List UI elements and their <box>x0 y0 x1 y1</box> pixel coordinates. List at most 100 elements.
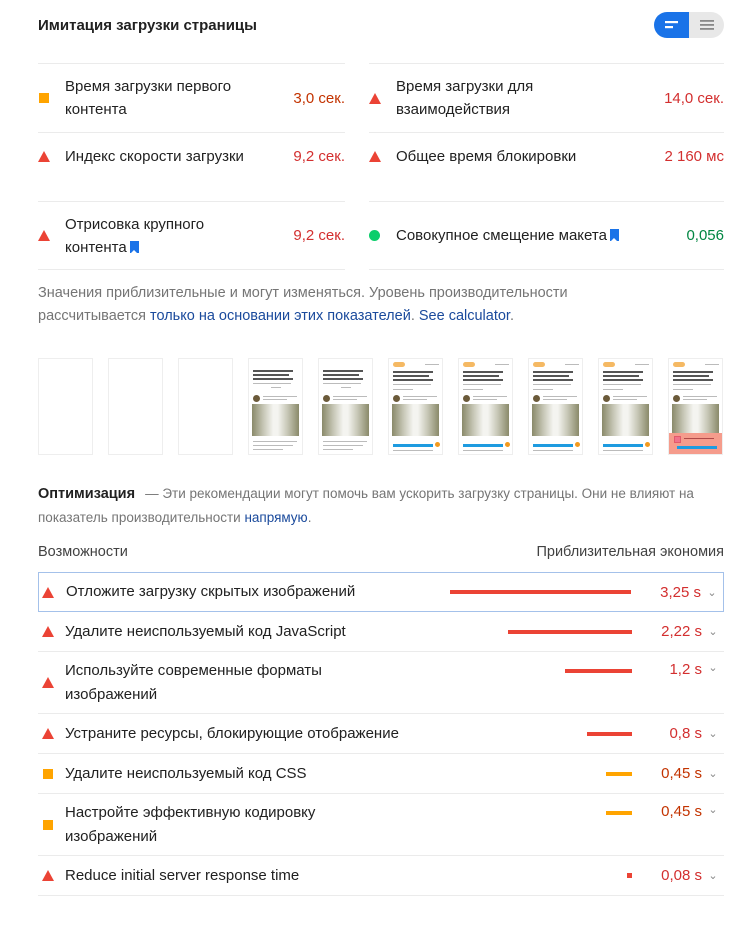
metric-value: 9,2 сек. <box>293 148 345 165</box>
curtain-image <box>602 404 649 436</box>
audit-render-blocking[interactable]: Устраните ресурсы, блокирующие отображен… <box>38 714 724 754</box>
filmstrip-frame <box>668 358 723 455</box>
metric-label: Индекс скорости загрузки <box>65 148 244 165</box>
savings-column-label: Приблизительная экономия <box>536 544 724 560</box>
audit-server-response-time[interactable]: Reduce initial server response time 0,08… <box>38 856 724 896</box>
metric-tbt: Общее время блокировки 2 160 мс <box>369 132 724 201</box>
fail-triangle-icon <box>42 626 54 637</box>
audit-label: Удалите неиспользуемый код CSS <box>65 764 307 782</box>
filmstrip-frame <box>388 358 443 455</box>
savings-bar <box>606 771 632 776</box>
opportunities-column-label: Возможности <box>38 544 128 560</box>
audit-label: Reduce initial server response time <box>65 866 300 884</box>
metric-speed-index: Индекс скорости загрузки 9,2 сек. <box>38 132 345 201</box>
audit-efficient-image-encoding[interactable]: Настройте эффективную кодировку изображе… <box>38 794 724 856</box>
metric-label: Совокупное смещение макета <box>396 227 607 244</box>
fail-triangle-icon <box>369 92 381 104</box>
chevron-down-icon[interactable]: ⌄ <box>708 626 718 638</box>
chevron-down-icon[interactable]: ⌄ <box>708 768 718 780</box>
audit-label: Используйте современные форматы изображе… <box>65 661 322 703</box>
savings-bar <box>587 731 632 736</box>
filmstrip <box>38 358 724 456</box>
chevron-down-icon[interactable]: ⌄ <box>708 728 718 740</box>
audit-savings: 1,2 s <box>669 661 702 678</box>
optimization-intro: Оптимизация — Эти рекомендации могут помо… <box>38 486 694 525</box>
audit-label: Настройте эффективную кодировку изображе… <box>65 803 316 845</box>
audit-unused-css[interactable]: Удалите неиспользуемый код CSS 0,45 s ⌄ <box>38 754 724 794</box>
bookmark-icon <box>609 229 619 242</box>
metric-value: 14,0 сек. <box>664 89 724 107</box>
directly-link[interactable]: напрямую <box>244 510 308 525</box>
metric-value: 2 160 мс <box>664 148 724 165</box>
metrics-grid: Время загрузки первого контента 3,0 сек.… <box>38 63 724 270</box>
fail-triangle-icon <box>369 151 381 162</box>
curtain-image <box>322 404 369 436</box>
optimization-title: Оптимизация <box>38 486 136 502</box>
metric-value: 9,2 сек. <box>293 227 345 244</box>
pass-circle-icon <box>369 230 380 241</box>
compact-view-icon <box>664 21 678 29</box>
audit-label: Устраните ресурсы, блокирующие отображен… <box>65 724 399 742</box>
audit-label: Удалите неиспользуемый код JavaScript <box>65 622 346 640</box>
opportunities-list: Отложите загрузку скрытых изображений 3,… <box>38 572 724 896</box>
metric-label: Отрисовка крупного контента <box>65 215 205 256</box>
average-square-icon <box>43 819 53 830</box>
average-square-icon <box>43 768 53 779</box>
filmstrip-frame <box>598 358 653 455</box>
curtain-image <box>462 404 509 436</box>
audit-savings: 2,22 s <box>661 623 702 640</box>
filmstrip-frame <box>38 358 93 455</box>
metric-cls: Совокупное смещение макета 0,056 <box>369 201 724 270</box>
metric-value: 0,056 <box>686 227 724 244</box>
metrics-note: Значения приблизительные и могут изменят… <box>38 285 568 324</box>
fail-triangle-icon <box>42 677 54 688</box>
audit-savings: 0,45 s <box>661 765 702 782</box>
filmstrip-frame <box>458 358 513 455</box>
fail-triangle-icon <box>38 230 50 241</box>
audit-offscreen-images[interactable]: Отложите загрузку скрытых изображений 3,… <box>38 572 724 612</box>
savings-bar <box>565 669 632 673</box>
audit-savings: 0,8 s <box>669 725 702 742</box>
view-toggle[interactable] <box>654 12 724 38</box>
metric-label: Общее время блокировки <box>396 148 577 165</box>
see-calculator-link[interactable]: See calculator <box>418 308 510 324</box>
metric-fcp: Время загрузки первого контента 3,0 сек. <box>38 63 345 132</box>
savings-bar <box>508 629 632 634</box>
chevron-down-icon[interactable]: ⌄ <box>708 662 718 674</box>
metric-tti: Время загрузки для взаимодействия 14,0 с… <box>369 63 724 132</box>
savings-bar <box>627 872 632 878</box>
audit-savings: 0,08 s <box>661 867 702 884</box>
filmstrip-frame <box>318 358 373 455</box>
filmstrip-frame <box>528 358 583 455</box>
audit-savings: 0,45 s <box>661 803 702 820</box>
filmstrip-frame <box>108 358 163 455</box>
opportunities-header: Возможности Приблизительная экономия <box>38 544 724 560</box>
curtain-image <box>532 404 579 436</box>
fail-triangle-icon <box>42 870 54 881</box>
list-view-button[interactable] <box>689 12 724 38</box>
filmstrip-frame <box>178 358 233 455</box>
metric-lcp: Отрисовка крупного контента 9,2 сек. <box>38 201 345 270</box>
filmstrip-frame <box>248 358 303 455</box>
fail-triangle-icon <box>42 728 54 739</box>
audit-unused-javascript[interactable]: Удалите неиспользуемый код JavaScript 2,… <box>38 612 724 652</box>
curtain-image <box>392 404 439 436</box>
metric-label: Время загрузки для взаимодействия <box>396 78 534 118</box>
audit-modern-image-formats[interactable]: Используйте современные форматы изображе… <box>38 652 724 714</box>
curtain-image <box>672 404 719 436</box>
chevron-down-icon[interactable]: ⌄ <box>707 586 717 599</box>
bookmark-icon <box>129 240 139 254</box>
section-title: Имитация загрузки страницы <box>38 16 257 34</box>
compact-view-button[interactable] <box>654 12 689 38</box>
fail-triangle-icon <box>42 586 54 598</box>
curtain-image <box>252 404 299 436</box>
audit-label: Отложите загрузку скрытых изображений <box>66 583 356 600</box>
fail-triangle-icon <box>38 151 50 162</box>
chevron-down-icon[interactable]: ⌄ <box>708 870 718 882</box>
chevron-down-icon[interactable]: ⌄ <box>708 804 718 816</box>
section-header: Имитация загрузки страницы <box>38 0 724 50</box>
metrics-link[interactable]: только на основании этих показателей <box>149 308 411 324</box>
audit-savings: 3,25 s <box>660 583 701 601</box>
average-square-icon <box>39 93 49 103</box>
metric-label: Время загрузки первого контента <box>65 78 232 118</box>
